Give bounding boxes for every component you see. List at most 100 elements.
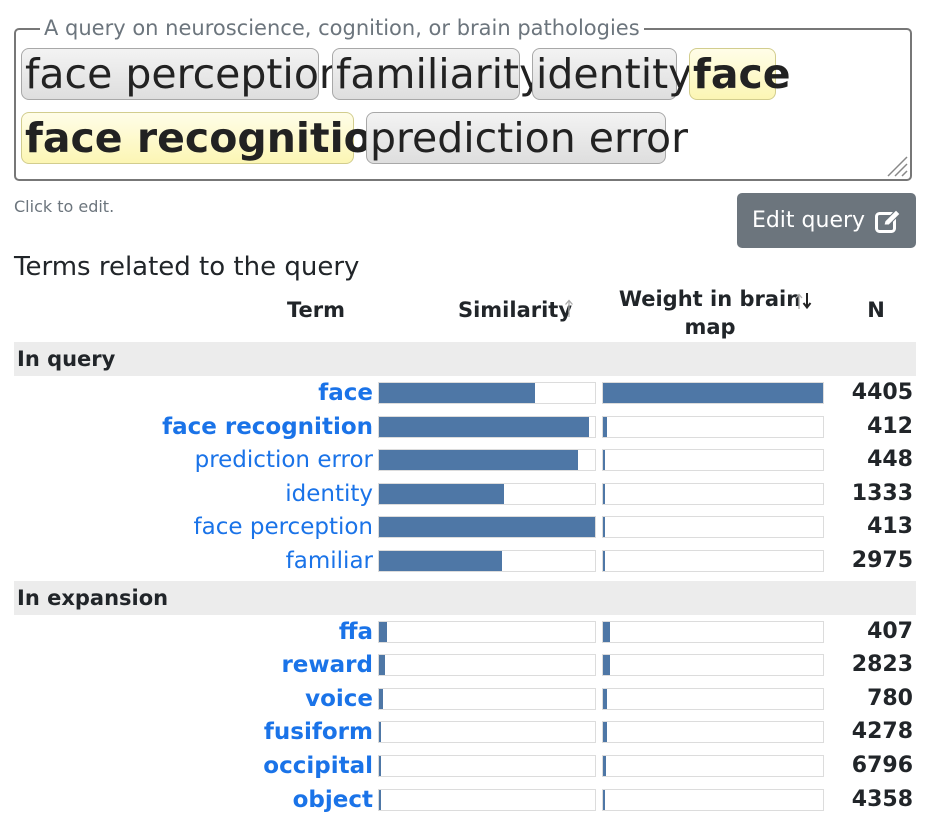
query-chip-highlighted[interactable]: face	[689, 48, 791, 100]
weight-bar-fill	[603, 789, 605, 810]
weight-bar	[602, 620, 824, 643]
count-value: 780	[867, 685, 913, 711]
term-link[interactable]: ffa	[338, 618, 373, 645]
weight-bar-fill	[603, 688, 607, 709]
weight-bar	[602, 755, 824, 777]
similarity-bar	[378, 516, 596, 539]
similarity-bar	[378, 382, 596, 404]
similarity-bar-fill	[379, 483, 504, 504]
table-row: object 4358	[14, 785, 916, 815]
weight-bar	[602, 687, 824, 710]
count-value: 407	[867, 618, 913, 644]
sort-up-icon[interactable]	[564, 298, 574, 318]
term-link[interactable]: face perception	[193, 514, 373, 541]
edit-query-label: Edit query	[751, 208, 866, 233]
similarity-bar-fill	[379, 450, 578, 471]
similarity-bar-fill	[379, 756, 381, 776]
similarity-bar	[378, 482, 596, 505]
count-value: 413	[867, 514, 913, 540]
query-box[interactable]: A query on neuroscience, cognition, or b…	[14, 15, 912, 181]
term-link[interactable]: fusiform	[263, 719, 373, 746]
similarity-bar	[378, 654, 596, 677]
similarity-bar-fill	[379, 621, 387, 642]
weight-bar	[602, 550, 824, 572]
similarity-bar	[378, 788, 596, 811]
weight-bar-fill	[603, 450, 605, 471]
sort-updown-active-icon[interactable]	[794, 290, 814, 310]
header-term[interactable]: Term	[286, 298, 346, 322]
weight-bar-fill	[603, 722, 607, 743]
weight-bar-fill	[603, 551, 605, 571]
weight-bar	[602, 516, 824, 539]
similarity-bar-fill	[379, 383, 535, 403]
weight-bar	[602, 721, 824, 744]
group-header: In expansion	[14, 580, 916, 615]
similarity-bar-fill	[379, 789, 381, 810]
weight-bar-fill	[603, 483, 605, 504]
count-value: 6796	[851, 753, 913, 778]
weight-bar-fill	[603, 621, 610, 642]
related-terms-title: Terms related to the query	[14, 252, 360, 282]
table-row: identity 1333	[14, 479, 916, 509]
term-link[interactable]: prediction error	[194, 447, 373, 474]
count-value: 412	[867, 413, 913, 439]
similarity-bar	[378, 550, 596, 572]
weight-bar	[602, 788, 824, 811]
query-chip-highlighted[interactable]: face recognition	[21, 112, 401, 164]
weight-bar	[602, 449, 824, 472]
term-link[interactable]: face recognition	[162, 413, 373, 440]
term-link[interactable]: object	[292, 786, 373, 813]
count-value: 2975	[851, 548, 913, 573]
similarity-bar-fill	[379, 688, 383, 709]
query-chip[interactable]: face perception	[21, 48, 345, 100]
click-to-edit-hint: Click to edit.	[14, 197, 115, 216]
table-row: familiar 2975	[14, 546, 916, 576]
header-similarity[interactable]: Similarity	[457, 298, 573, 322]
term-link[interactable]: voice	[305, 685, 373, 712]
edit-square-pen-icon	[875, 208, 901, 233]
resize-grip-icon[interactable]	[884, 155, 908, 177]
count-value: 1333	[851, 480, 913, 506]
similarity-bar	[378, 687, 596, 710]
query-chip[interactable]: prediction error	[366, 112, 688, 164]
similarity-bar-fill	[379, 551, 502, 571]
weight-bar	[602, 415, 824, 438]
weight-bar	[602, 482, 824, 505]
table-row: face 4405	[14, 378, 916, 408]
weight-bar	[602, 382, 824, 404]
term-link[interactable]: familiar	[285, 548, 373, 574]
similarity-bar	[378, 721, 596, 744]
similarity-bar	[378, 620, 596, 643]
weight-bar-fill	[603, 416, 607, 437]
similarity-bar	[378, 415, 596, 438]
term-link[interactable]: occipital	[263, 753, 373, 779]
table-row: voice 780	[14, 684, 916, 714]
edit-query-button[interactable]: Edit query	[737, 193, 916, 248]
term-link[interactable]: identity	[285, 480, 373, 507]
similarity-bar-fill	[379, 655, 385, 676]
count-value: 4358	[851, 786, 913, 812]
term-link[interactable]: face	[318, 380, 373, 406]
query-legend: A query on neuroscience, cognition, or b…	[40, 15, 644, 41]
similarity-bar	[378, 755, 596, 777]
header-weight[interactable]: Weight in brain map	[618, 287, 802, 339]
count-value: 2823	[851, 652, 913, 678]
query-chip[interactable]: familiarity	[332, 48, 543, 100]
group-header: In query	[14, 342, 916, 376]
header-n[interactable]: N	[867, 298, 885, 322]
table-row: face recognition 412	[14, 412, 916, 442]
table-row: occipital 6796	[14, 751, 916, 781]
table-row: face perception 413	[14, 512, 916, 542]
weight-bar	[602, 654, 824, 677]
query-chip[interactable]: identity	[532, 48, 692, 100]
similarity-bar	[378, 449, 596, 472]
weight-bar-fill	[603, 655, 610, 676]
term-link[interactable]: reward	[281, 652, 373, 679]
weight-bar-fill	[603, 517, 605, 538]
count-value: 4405	[851, 380, 913, 405]
count-value: 4278	[851, 719, 913, 745]
similarity-bar-fill	[379, 416, 589, 437]
table-row: ffa 407	[14, 617, 916, 647]
table-row: reward 2823	[14, 650, 916, 680]
weight-bar-fill	[603, 383, 823, 403]
